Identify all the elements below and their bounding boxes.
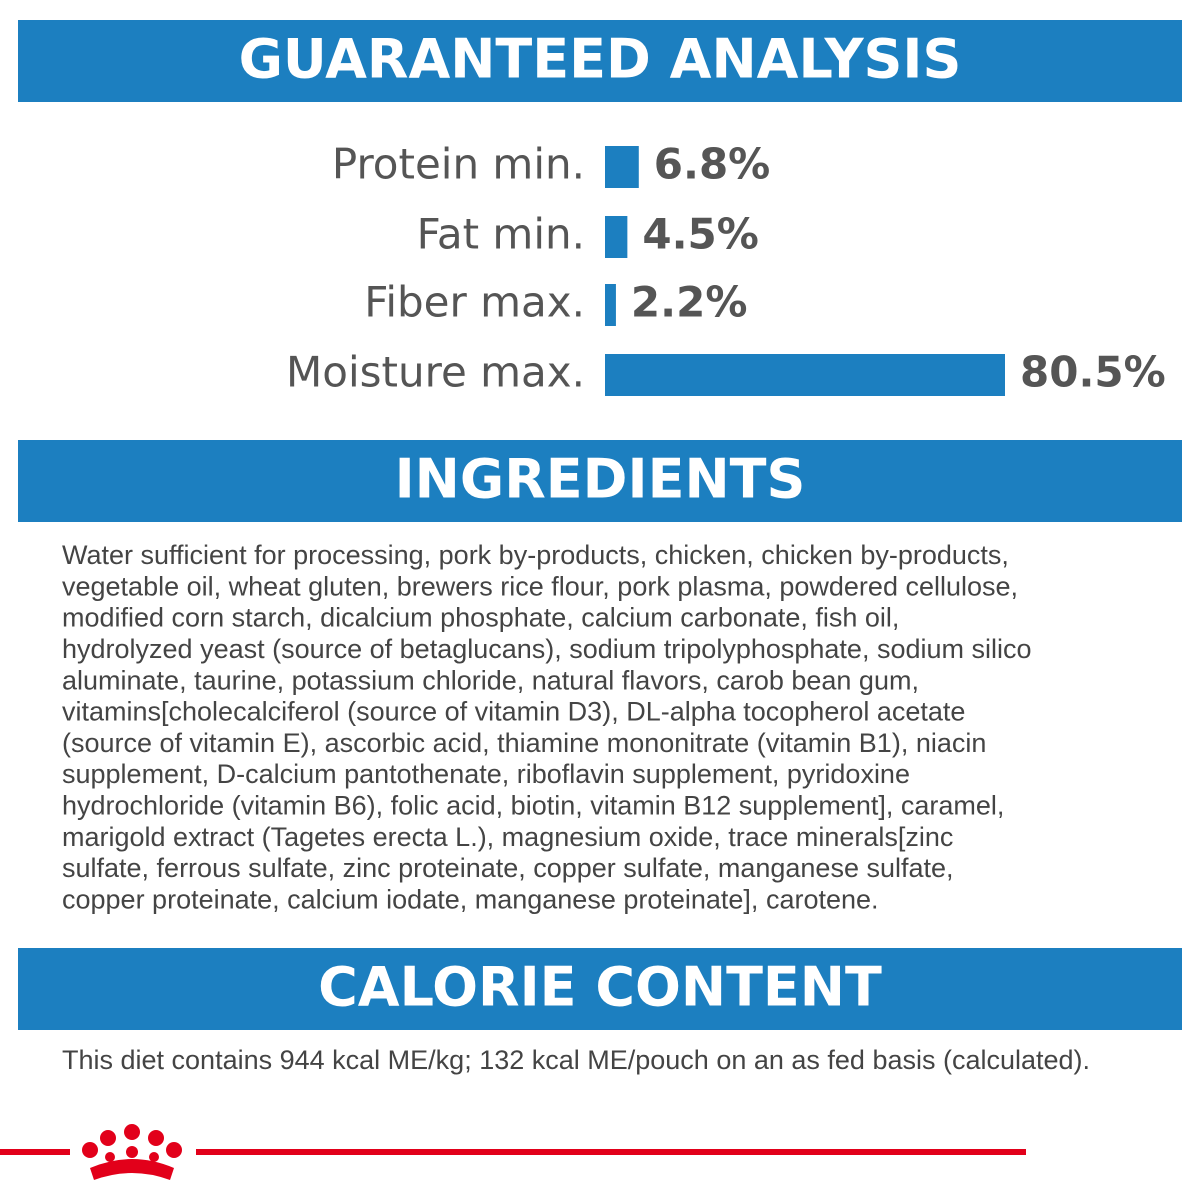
calorie-text: This diet contains 944 kcal ME/kg; 132 k… bbox=[62, 1045, 1090, 1075]
section-title: GUARANTEED ANALYSIS bbox=[239, 28, 962, 91]
ingredients-line: hydrolyzed yeast (source of betaglucans)… bbox=[62, 634, 1032, 664]
category-label: Moisture max. bbox=[286, 348, 585, 397]
section-title: INGREDIENTS bbox=[395, 448, 806, 511]
ingredients-line: sulfate, ferrous sulfate, zinc proteinat… bbox=[62, 853, 954, 883]
ingredients-line: Water sufficient for processing, pork by… bbox=[62, 540, 1009, 570]
ingredients-line: vegetable oil, wheat gluten, brewers ric… bbox=[62, 571, 1018, 601]
ingredients-line: (source of vitamin E), ascorbic acid, th… bbox=[62, 728, 986, 758]
bar bbox=[605, 216, 628, 258]
category-label: Fiber max. bbox=[364, 278, 585, 327]
ingredients-line: marigold extract (Tagetes erecta L.), ma… bbox=[62, 822, 953, 852]
ingredients-line: aluminate, taurine, potassium chloride, … bbox=[62, 665, 919, 695]
ingredients-line: copper proteinate, calcium iodate, manga… bbox=[62, 884, 879, 914]
value-label: 6.8% bbox=[654, 140, 770, 189]
value-label: 4.5% bbox=[642, 210, 758, 259]
category-label: Fat min. bbox=[417, 210, 585, 259]
bar bbox=[605, 146, 639, 188]
ingredients-line: hydrochloride (vitamin B6), folic acid, … bbox=[62, 791, 1004, 821]
header-bar bbox=[18, 20, 1182, 102]
value-label: 80.5% bbox=[1020, 348, 1166, 397]
section-title: CALORIE CONTENT bbox=[318, 956, 882, 1019]
category-label: Protein min. bbox=[332, 140, 585, 189]
ingredients-line: supplement, D-calcium pantothenate, ribo… bbox=[62, 759, 910, 789]
header-bar bbox=[18, 948, 1182, 1030]
bar bbox=[605, 354, 1005, 396]
footer-line bbox=[0, 1124, 1026, 1180]
header-bar bbox=[18, 440, 1182, 522]
value-label: 2.2% bbox=[631, 278, 747, 327]
ingredients-line: vitamins[cholecalciferol (source of vita… bbox=[62, 697, 965, 727]
bar bbox=[605, 284, 616, 326]
ingredients-line: modified corn starch, dicalcium phosphat… bbox=[62, 603, 899, 633]
